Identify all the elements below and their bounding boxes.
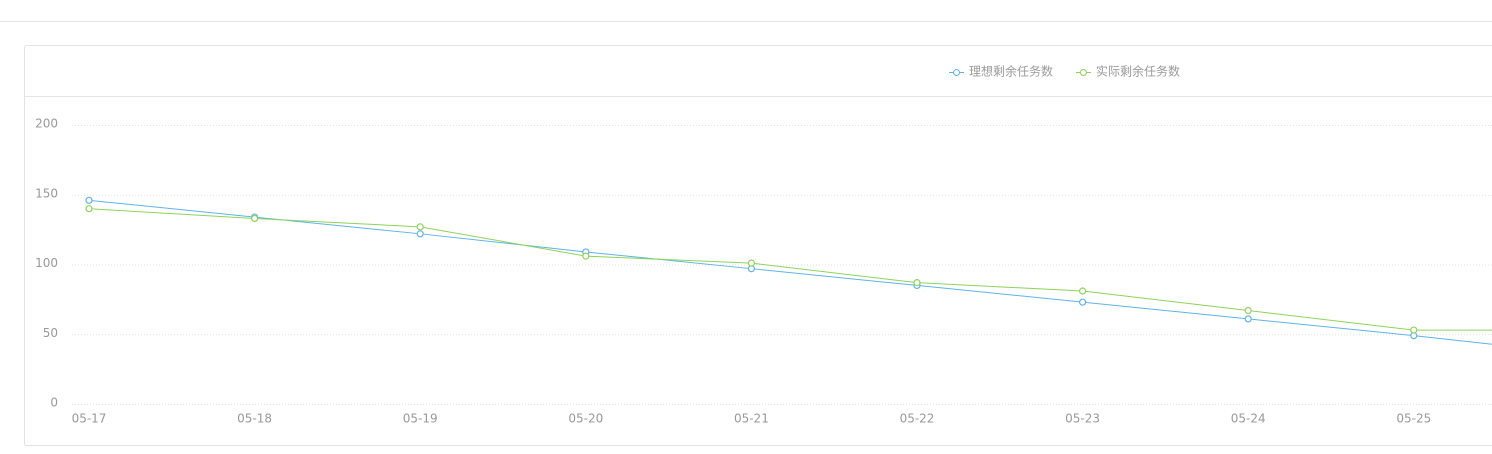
x-tick-label: 05-24 <box>1231 412 1266 426</box>
legend-label: 实际剩余任务数 <box>1096 64 1180 79</box>
top-bar <box>0 0 1492 21</box>
y-tick-label: 100 <box>35 256 58 270</box>
data-point <box>913 279 921 287</box>
x-tick-label: 05-20 <box>568 412 603 426</box>
x-tick-label: 05-18 <box>237 412 272 426</box>
series-line <box>88 199 1492 345</box>
data-point <box>1078 287 1087 295</box>
data-point <box>1410 326 1418 334</box>
data-point <box>416 230 424 238</box>
x-tick-label: 05-22 <box>900 412 935 426</box>
legend-label: 理想剩余任务数 <box>969 64 1053 79</box>
data-point <box>1244 315 1252 323</box>
x-tick-label: 05-17 <box>72 412 107 426</box>
card <box>24 45 1492 446</box>
x-tick-label: 05-25 <box>1396 412 1431 426</box>
y-tick-label: 50 <box>43 326 58 340</box>
x-tick-label: 05-21 <box>734 412 769 426</box>
series-line <box>88 208 1492 331</box>
data-point <box>1078 298 1087 306</box>
y-tick-label: 0 <box>50 396 58 410</box>
data-point <box>85 205 93 213</box>
legend-marker <box>953 69 960 76</box>
data-point <box>1244 306 1252 315</box>
data-point <box>85 196 93 204</box>
data-point <box>747 259 756 267</box>
data-point <box>582 252 590 260</box>
data-point <box>251 214 259 223</box>
y-tick-label: 150 <box>35 186 58 200</box>
y-tick-label: 200 <box>35 117 58 131</box>
data-point <box>416 223 424 231</box>
legend-marker <box>1080 69 1087 76</box>
x-tick-label: 05-23 <box>1065 412 1100 426</box>
x-tick-label: 05-19 <box>403 412 438 426</box>
